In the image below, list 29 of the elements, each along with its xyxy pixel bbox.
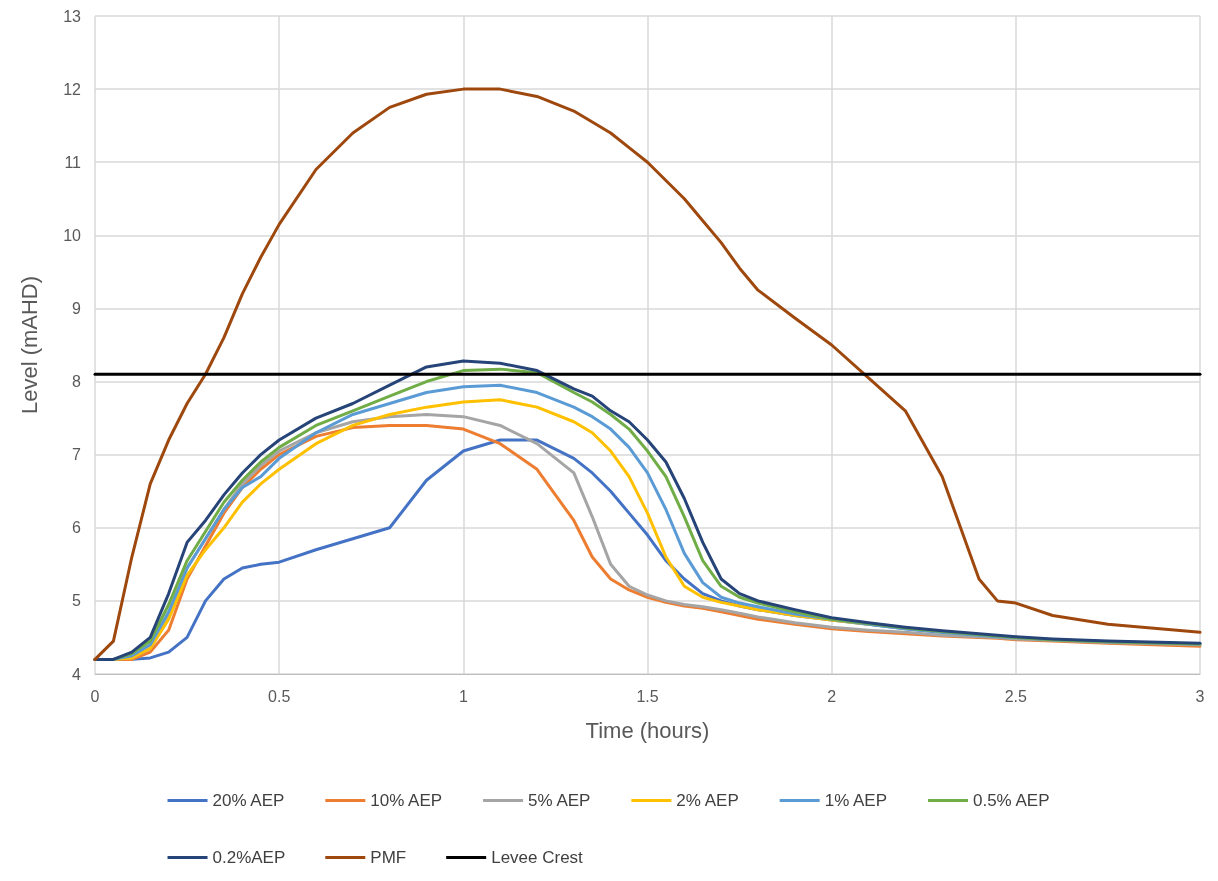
- legend-label: Levee Crest: [491, 848, 584, 867]
- y-tick-label: 6: [72, 519, 82, 537]
- y-tick-label: 10: [63, 226, 82, 244]
- y-axis-title: Level (mAHD): [16, 275, 42, 415]
- y-tick-label: 9: [72, 299, 82, 317]
- legend-label: PMF: [370, 848, 407, 867]
- y-tick-label: 7: [72, 446, 82, 464]
- legend-label: 10% AEP: [370, 791, 443, 810]
- x-tick-label: 0.5: [268, 687, 291, 705]
- legend-label: 0.5% AEP: [972, 791, 1050, 810]
- x-axis-title: Time (hours): [585, 717, 710, 743]
- y-tick-label: 12: [63, 80, 82, 98]
- legend-label: 1% AEP: [824, 791, 888, 810]
- y-tick-label: 5: [72, 592, 82, 610]
- y-tick-label: 4: [72, 665, 82, 683]
- legend-label: 20% AEP: [212, 791, 285, 810]
- x-tick-label: 1: [458, 687, 468, 705]
- x-tick-label: 3: [1195, 687, 1205, 705]
- x-tick-label: 0: [90, 687, 100, 705]
- line-series: [93, 87, 1202, 661]
- y-tick-label: 8: [72, 373, 82, 391]
- x-tick-label: 1.5: [636, 687, 659, 705]
- y-tick-label: 11: [64, 153, 82, 171]
- legend-label: 2% AEP: [676, 791, 739, 810]
- y-tick-label: 13: [63, 7, 82, 25]
- legend-label: 5% AEP: [528, 791, 591, 810]
- x-tick-label: 2: [827, 687, 837, 705]
- x-tick-label: 2.5: [1004, 687, 1028, 705]
- legend-label: 0.2%AEP: [212, 848, 286, 867]
